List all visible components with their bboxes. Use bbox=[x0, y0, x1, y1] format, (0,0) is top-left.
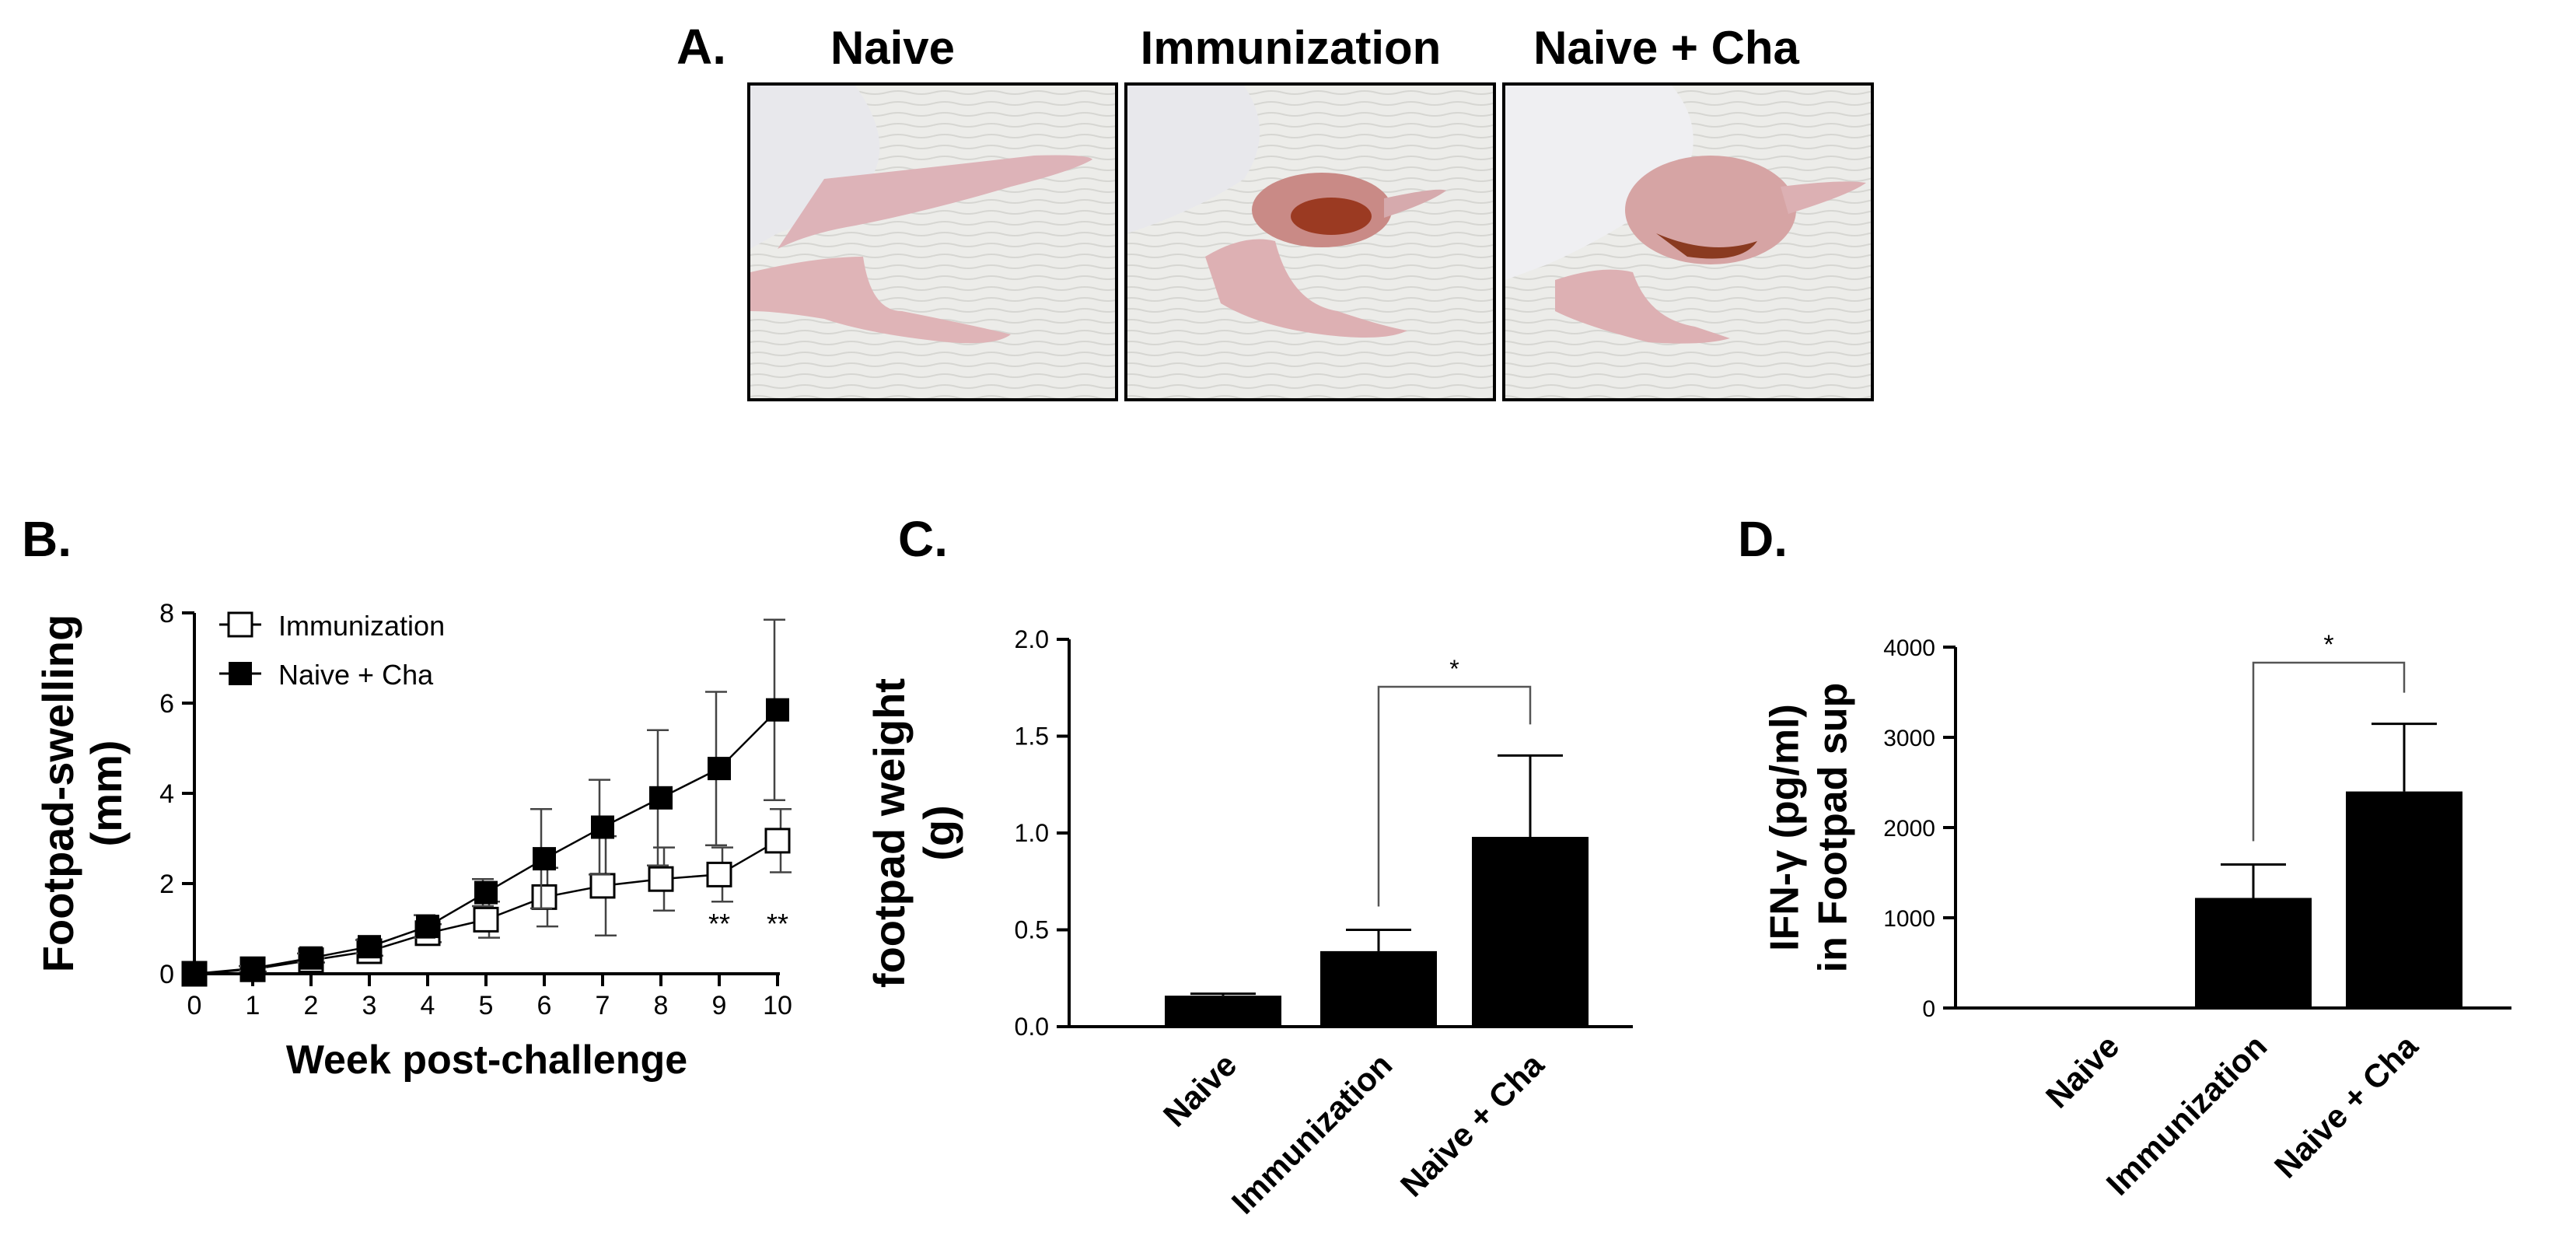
photo-immunization bbox=[1124, 82, 1496, 401]
d-y-tick-label: 2000 bbox=[1883, 816, 1935, 842]
d-y-tick-label: 1000 bbox=[1883, 906, 1935, 932]
c-y-tick-label: 0.0 bbox=[1015, 1013, 1049, 1041]
b-legend: Immunization Naive + Cha bbox=[219, 610, 445, 691]
b-legend-naive-cha: Naive + Cha bbox=[278, 659, 434, 691]
c-y-tick-label: 1.5 bbox=[1015, 723, 1049, 751]
b-x-tick-label: 8 bbox=[654, 991, 669, 1020]
c-x-label-naive-cha: Naive + Cha bbox=[1393, 1046, 1551, 1204]
c-bar-naive bbox=[1165, 996, 1281, 1027]
b-point-immunization bbox=[473, 906, 499, 933]
photo-title-naive: Naive bbox=[830, 22, 955, 74]
panel-d-label: D. bbox=[1738, 511, 1788, 567]
b-point-naive-cha bbox=[591, 815, 614, 839]
b-x-tick-label: 9 bbox=[712, 991, 727, 1020]
b-significance-label: ** bbox=[708, 908, 730, 940]
d-x-label-naive: Naive bbox=[2039, 1027, 2126, 1115]
b-y-tick-label: 6 bbox=[159, 689, 174, 719]
b-x-tick-label: 3 bbox=[362, 991, 377, 1020]
d-y-tick-label: 4000 bbox=[1883, 635, 1935, 661]
b-y-axis-label: Footpad-swelling(mm) bbox=[33, 614, 131, 972]
b-x-axis-label: Week post-challenge bbox=[286, 1038, 687, 1083]
b-x-tick-label: 7 bbox=[596, 991, 610, 1020]
c-y-tick-label: 0.5 bbox=[1015, 916, 1049, 944]
b-significance-label: ** bbox=[767, 908, 788, 940]
photo-title-naive-cha: Naive + Cha bbox=[1533, 22, 1799, 74]
c-y-tick-label: 1.0 bbox=[1015, 819, 1049, 847]
b-point-naive-cha bbox=[183, 962, 206, 985]
b-point-naive-cha bbox=[299, 946, 323, 970]
b-point-naive-cha bbox=[241, 957, 264, 981]
photo-naive-cha bbox=[1502, 82, 1874, 401]
b-x-tick-label: 2 bbox=[304, 991, 319, 1020]
d-y-axis-label: IFN-γ (pg/ml)in Footpad sup bbox=[1763, 683, 1856, 973]
b-x-tick-label: 1 bbox=[246, 991, 260, 1020]
d-bar-immunization bbox=[2195, 898, 2312, 1008]
b-y-tick-label: 8 bbox=[159, 599, 174, 628]
b-x-tick-label: 5 bbox=[479, 991, 494, 1020]
b-point-naive-cha bbox=[649, 786, 673, 810]
b-line-naive-cha bbox=[194, 709, 778, 975]
b-point-immunization bbox=[531, 884, 557, 910]
b-x-tick-label: 10 bbox=[763, 991, 792, 1020]
panel-b-label: B. bbox=[22, 511, 72, 567]
d-significance-bracket bbox=[2252, 661, 2406, 842]
c-x-label-immunization: Immunization bbox=[1225, 1046, 1400, 1221]
c-y-tick-label: 2.0 bbox=[1015, 625, 1049, 653]
b-point-naive-cha bbox=[708, 757, 731, 781]
photo-title-immunization: Immunization bbox=[1141, 22, 1442, 74]
b-y-tick-label: 2 bbox=[159, 870, 174, 899]
c-bar-naive-cha bbox=[1472, 836, 1589, 1027]
d-y-tick-label: 3000 bbox=[1883, 726, 1935, 751]
b-point-immunization bbox=[648, 866, 674, 892]
b-x-tick-label: 6 bbox=[537, 991, 552, 1020]
panel-a: A. Naive Immunization Naive + Cha bbox=[676, 19, 1874, 401]
c-significance-bracket bbox=[1377, 685, 1532, 907]
b-x-tick-label: 0 bbox=[187, 991, 202, 1020]
b-point-immunization bbox=[764, 828, 791, 854]
d-significance-label: * bbox=[2323, 630, 2333, 660]
d-y-tick-label: 0 bbox=[1922, 996, 1935, 1022]
b-x-tick-label: 4 bbox=[421, 991, 435, 1020]
b-point-naive-cha bbox=[416, 915, 439, 939]
b-point-naive-cha bbox=[474, 880, 498, 905]
c-bar-immunization bbox=[1320, 950, 1437, 1027]
b-y-tick-label: 0 bbox=[159, 960, 174, 989]
panel-c-label: C. bbox=[898, 511, 948, 567]
c-x-label-naive: Naive bbox=[1156, 1046, 1243, 1133]
b-point-naive-cha bbox=[766, 698, 789, 722]
b-y-tick-label: 4 bbox=[159, 779, 174, 809]
b-point-naive-cha bbox=[533, 847, 556, 871]
chart-b-footpad-swelling: 0 2 4 6 8 0 1 2 3 4 5 6 7 8 9 10 ** ** Footpad-swelling… bbox=[33, 599, 792, 1083]
c-y-axis-label: footpad weight(g) bbox=[865, 678, 963, 988]
b-point-naive-cha bbox=[358, 935, 381, 959]
d-bar-naive-cha bbox=[2346, 791, 2462, 1008]
b-point-immunization bbox=[706, 861, 732, 887]
c-significance-label: * bbox=[1449, 655, 1459, 683]
b-point-immunization bbox=[589, 873, 616, 899]
b-legend-marker-naive-cha bbox=[229, 662, 252, 685]
photo-naive bbox=[747, 82, 1118, 401]
b-legend-marker-immunization bbox=[227, 611, 253, 638]
panel-a-label: A. bbox=[676, 19, 726, 75]
d-x-label-naive-cha: Naive + Cha bbox=[2267, 1027, 2425, 1185]
b-legend-immunization: Immunization bbox=[278, 610, 445, 642]
